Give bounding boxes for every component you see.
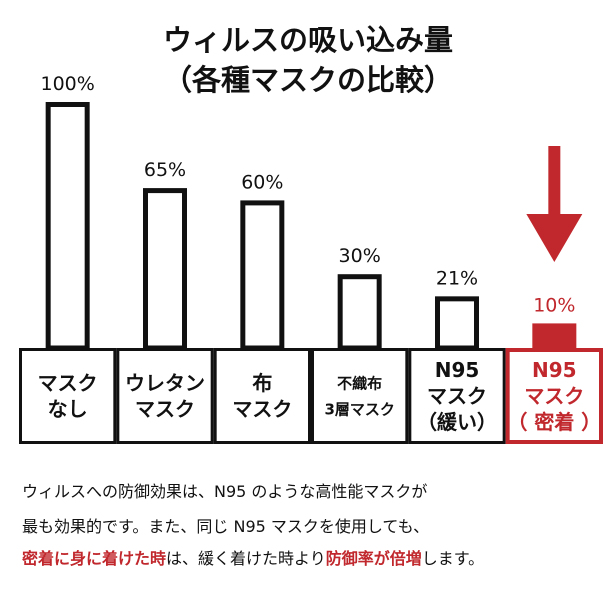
caption-highlight-double-protection: 防御率が倍増 [325, 549, 422, 568]
down-arrow-head [526, 214, 583, 262]
category-label-5-1: マスク [524, 384, 584, 408]
down-arrow-icon [526, 146, 583, 262]
caption-line3: 密着に身に着けた時は、緩く着けた時より防御率が倍増します。 [22, 549, 602, 569]
down-arrow-shaft [548, 146, 561, 228]
bar-2 [240, 200, 285, 351]
value-label-1: 65% [144, 159, 186, 181]
bar-0 [45, 102, 90, 351]
category-label-5-2: （ 密着 ） [507, 410, 601, 434]
category-label-3-0: 不織布 [337, 374, 382, 392]
caption-text-loose-fit: は、緩く着けた時より [166, 549, 326, 568]
category-cell-3 [311, 348, 409, 444]
caption-line1: ウィルスへの防御効果は、N95 のような高性能マスクが [22, 482, 428, 501]
category-cell-1 [116, 348, 214, 444]
category-label-2-1: マスク [232, 397, 292, 421]
category-label-4-0: N95 [435, 358, 480, 382]
value-label-5: 10% [533, 294, 575, 316]
category-label-1-0: ウレタン [125, 371, 205, 395]
category-label-5-0: N95 [532, 358, 577, 382]
category-label-4-1: マスク [427, 384, 487, 408]
value-label-0: 100% [41, 73, 95, 95]
category-label-4-2: （緩い） [417, 410, 497, 434]
caption-line2: 最も効果的です。また、同じ N95 マスクを使用しても、 [22, 517, 430, 536]
bar-3 [337, 274, 382, 351]
bar-1 [143, 188, 187, 351]
chart-title-line1: ウィルスの吸い込み量 [162, 23, 453, 57]
category-label-1-1: マスク [135, 397, 195, 421]
bar-4 [435, 296, 479, 351]
value-label-4: 21% [436, 267, 478, 289]
chart-title-line2: （各種マスクの比較） [162, 63, 453, 97]
category-label-2-0: 布 [252, 371, 272, 395]
value-label-3: 30% [339, 245, 381, 267]
category-cell-5 [505, 348, 603, 444]
caption-text-end: します。 [421, 549, 485, 568]
category-label-0-1: なし [48, 397, 88, 421]
bar-chart: 100%マスクなし65%ウレタンマスク60%布マスク30%不織布3層マスク21%… [19, 73, 603, 444]
category-label-3-1: 3層マスク [324, 400, 394, 418]
category-cell-4 [408, 348, 506, 444]
bar-5 [532, 323, 577, 348]
value-label-2: 60% [241, 171, 283, 193]
category-cell-2 [213, 348, 312, 444]
caption-highlight-close-fit: 密着に身に着けた時 [22, 549, 167, 568]
category-label-0-0: マスク [38, 371, 98, 395]
category-cell-0 [19, 348, 117, 444]
